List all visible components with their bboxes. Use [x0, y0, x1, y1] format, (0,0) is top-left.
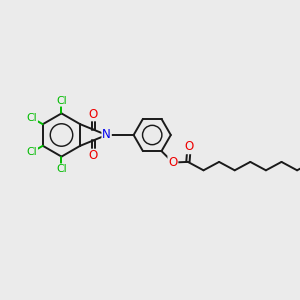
Text: Cl: Cl [56, 96, 67, 106]
Text: N: N [102, 128, 111, 142]
Text: O: O [168, 156, 178, 169]
Text: O: O [184, 140, 194, 153]
Text: O: O [89, 107, 98, 121]
Text: O: O [89, 149, 98, 163]
Text: Cl: Cl [27, 147, 37, 157]
Text: Cl: Cl [56, 164, 67, 174]
Text: Cl: Cl [27, 113, 37, 123]
